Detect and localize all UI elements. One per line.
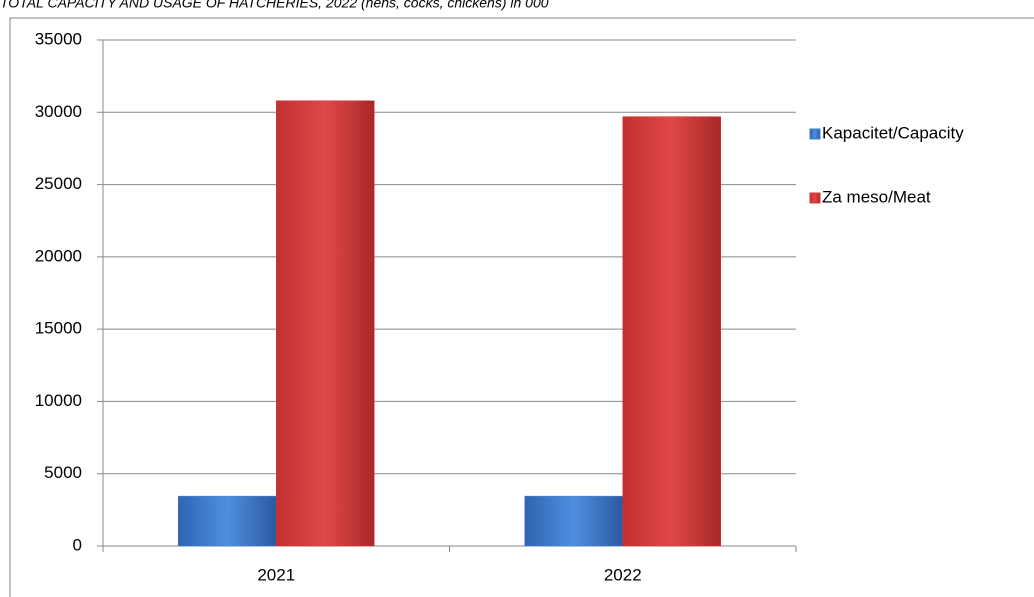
x-tick-label: 2022 [604, 565, 642, 584]
legend-label: Kapacitet/Capacity [822, 123, 964, 142]
bar [178, 495, 277, 547]
chart-title: TOTAL CAPACITY AND USAGE OF HATCHERIES, … [0, 0, 549, 11]
bar [524, 495, 623, 547]
y-tick-label: 30000 [35, 102, 82, 121]
legend-swatch [809, 192, 821, 204]
legend-swatch [809, 128, 821, 140]
y-tick-label: 35000 [35, 29, 82, 48]
y-tick-label: 0 [73, 535, 82, 554]
y-tick-label: 25000 [35, 174, 82, 193]
bar [276, 100, 375, 547]
y-tick-label: 10000 [35, 391, 82, 410]
y-tick-label: 20000 [35, 246, 82, 265]
x-tick-label: 2021 [257, 565, 295, 584]
bar [622, 116, 721, 547]
chart-frame [9, 17, 1034, 597]
y-tick-label: 15000 [35, 319, 82, 338]
legend-label: Za meso/Meat [822, 187, 931, 206]
y-tick-label: 5000 [44, 463, 82, 482]
